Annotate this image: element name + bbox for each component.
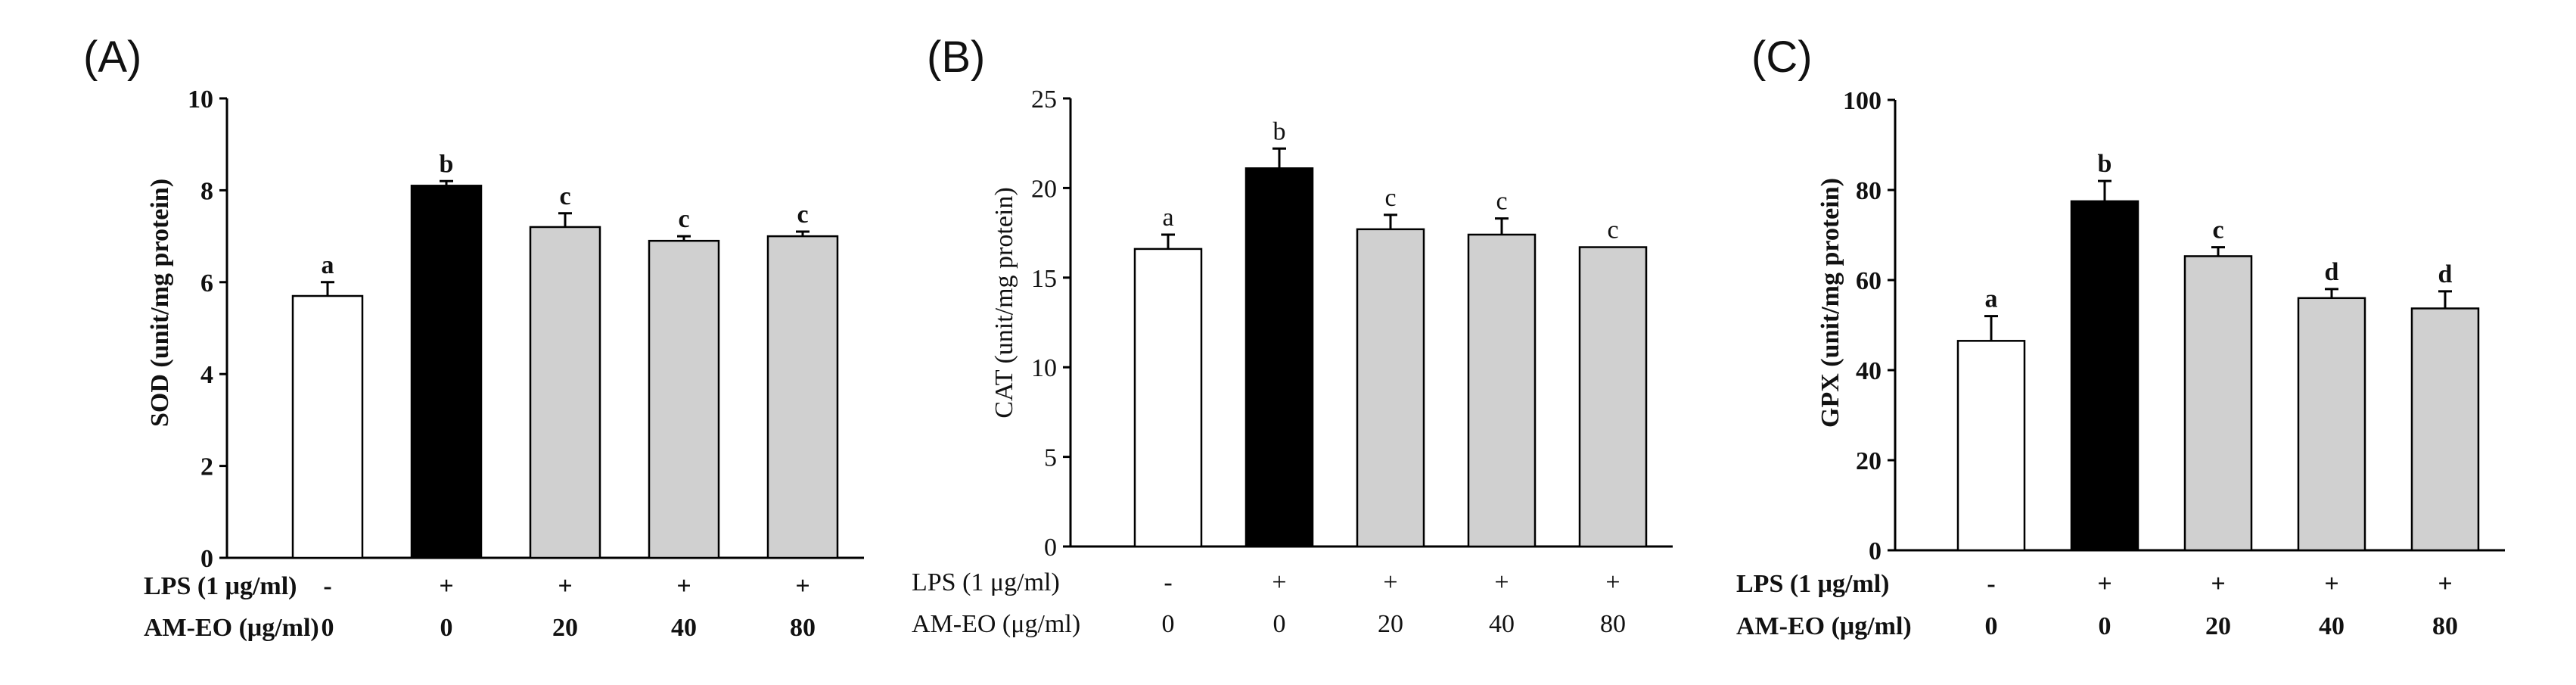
bar — [2297, 297, 2366, 552]
y-tick-label: 20 — [1031, 175, 1057, 203]
y-axis-title: CAT (unit/mg protein) — [990, 187, 1018, 418]
y-tick-label: 100 — [1843, 87, 1882, 115]
lps-value: + — [2324, 570, 2338, 598]
lps-value: - — [1164, 568, 1172, 596]
plot-area: 0 2 4 6 8 10 a - 0 b +0 c +20 c +40 c +80 — [188, 86, 864, 642]
ameo-value: 80 — [2432, 612, 2458, 640]
panel-a: (A) SOD (unit/mg protein) LPS (1 μg/ml) … — [83, 33, 864, 642]
bar — [1244, 167, 1314, 548]
ameo-value: 40 — [1489, 610, 1515, 638]
y-tick-label: 10 — [188, 86, 213, 114]
lps-value: - — [1987, 570, 1995, 598]
bar — [766, 235, 839, 559]
ameo-value: 0 — [440, 614, 453, 642]
y-tick-label: 0 — [1044, 534, 1057, 562]
significance-label: c — [1496, 188, 1507, 216]
bar — [1467, 233, 1537, 548]
y-axis-title: GPX (unit/mg protein) — [1816, 178, 1844, 428]
significance-label: a — [322, 251, 334, 279]
bar — [2410, 307, 2480, 552]
ameo-value: 0 — [322, 614, 334, 642]
bar — [1356, 228, 1425, 548]
y-tick-label: 0 — [200, 545, 213, 573]
significance-label: d — [2438, 260, 2453, 288]
y-tick-label: 10 — [1031, 354, 1057, 382]
y-tick-label: 60 — [1856, 267, 1882, 295]
ameo-value: 80 — [790, 614, 816, 642]
bar — [529, 226, 601, 559]
lps-value: + — [1272, 568, 1286, 596]
y-tick-label: 5 — [1044, 444, 1057, 472]
significance-label: c — [1607, 216, 1618, 244]
ameo-value: 0 — [1273, 610, 1286, 638]
significance-label: c — [2212, 216, 2223, 244]
bar — [1578, 246, 1648, 548]
panel-label: (C) — [1751, 33, 1813, 82]
ameo-value: 20 — [1378, 610, 1403, 638]
lps-value: + — [2211, 570, 2225, 598]
lps-value: + — [558, 572, 572, 600]
bar — [2070, 200, 2139, 552]
bar — [1956, 340, 2026, 552]
ameo-value: 20 — [2205, 612, 2231, 640]
ameo-value: 0 — [1985, 612, 1998, 640]
y-tick-label: 40 — [1856, 357, 1882, 385]
y-tick-label: 20 — [1856, 447, 1882, 475]
lps-row-label: LPS (1 μg/ml) — [1736, 570, 1890, 598]
ameo-value: 20 — [552, 614, 578, 642]
y-tick-label: 15 — [1031, 265, 1057, 293]
ameo-row-label: AM-EO (μg/ml) — [144, 614, 319, 642]
y-tick-label: 8 — [200, 177, 213, 205]
significance-label: c — [797, 201, 808, 229]
y-tick-label: 25 — [1031, 86, 1057, 114]
bar — [648, 239, 720, 559]
panel-c: (C) GPX (unit/mg protein) LPS (1 μg/ml) … — [1736, 33, 2505, 640]
bar — [410, 185, 483, 559]
significance-label: b — [2098, 150, 2112, 178]
y-tick-label: 4 — [200, 361, 213, 389]
panel-label: (B) — [927, 33, 985, 82]
ameo-value: 0 — [2099, 612, 2111, 640]
significance-label: a — [1162, 204, 1173, 232]
lps-value: + — [439, 572, 453, 600]
lps-value: + — [1494, 568, 1509, 596]
significance-label: b — [1273, 117, 1286, 145]
lps-row-label: LPS (1 μg/ml) — [144, 572, 297, 600]
bar — [1133, 248, 1203, 548]
lps-value: + — [676, 572, 691, 600]
significance-label: c — [559, 182, 570, 210]
bar — [2183, 255, 2253, 552]
lps-value: + — [1605, 568, 1620, 596]
lps-value: + — [2097, 570, 2111, 598]
lps-value: + — [795, 572, 809, 600]
plot-area: 0 20 40 60 80 100 a - 0 b +0 c +20 d +40 d +80 — [1843, 87, 2505, 640]
ameo-value: 40 — [2319, 612, 2345, 640]
y-tick-label: 2 — [200, 453, 213, 481]
lps-value: - — [323, 572, 331, 600]
significance-label: b — [440, 150, 454, 178]
lps-value: + — [2438, 570, 2452, 598]
plot-area: 0 5 10 15 20 25 a - 0 b +0 c +20 c +40 c +80 — [1031, 86, 1673, 638]
y-tick-label: 80 — [1856, 177, 1882, 205]
panel-label: (A) — [83, 33, 141, 82]
panel-b: (B) CAT (unit/mg protein) LPS (1 μg/ml) … — [912, 33, 1673, 638]
significance-label: a — [1985, 285, 1998, 313]
y-tick-label: 6 — [200, 269, 213, 297]
significance-label: c — [1384, 184, 1396, 212]
lps-value: + — [1383, 568, 1397, 596]
significance-label: c — [678, 205, 689, 233]
ameo-value: 80 — [1600, 610, 1626, 638]
ameo-value: 0 — [1162, 610, 1175, 638]
ameo-row-label: AM-EO (μg/ml) — [1736, 612, 1912, 640]
y-tick-label: 0 — [1869, 537, 1882, 565]
ameo-row-label: AM-EO (μg/ml) — [912, 610, 1080, 638]
significance-label: d — [2325, 258, 2339, 286]
lps-row-label: LPS (1 μg/ml) — [912, 568, 1060, 596]
y-axis-title: SOD (unit/mg protein) — [146, 179, 174, 427]
bar — [291, 294, 364, 559]
ameo-value: 40 — [671, 614, 697, 642]
